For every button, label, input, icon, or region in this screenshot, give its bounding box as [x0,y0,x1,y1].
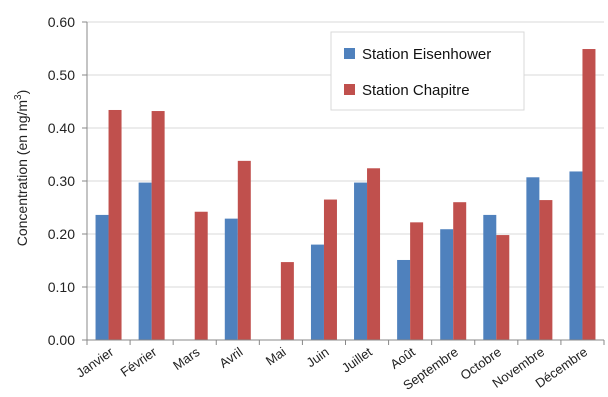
x-tick-label: Juillet [339,344,375,376]
bar-chapitre [108,109,122,340]
y-axis-label: Concentration (en ng/m3) [13,90,30,247]
y-axis-label-suffix: ) [14,90,30,95]
bar-eisenhower [354,182,368,340]
bar-chapitre [323,199,337,340]
bar-chapitre [280,262,294,340]
bar-chapitre [367,168,381,340]
x-tick-label: Mai [263,344,289,368]
bar-eisenhower [138,182,152,340]
legend-label-eisenhower: Station Eisenhower [362,46,491,63]
y-tick-label: 0.20 [48,226,75,242]
x-tick-label: Avril [216,344,245,371]
bar-eisenhower [310,244,324,340]
x-tick-label: Août [387,344,418,372]
y-tick-label: 0.30 [48,173,75,189]
y-axis-label-sup: 3 [13,94,24,100]
legend-box [330,31,525,111]
x-tick-label: Janvier [73,344,116,381]
bar-chapitre [582,49,596,340]
bars [95,49,596,340]
legend: Station Eisenhower Station Chapitre [330,31,525,111]
legend-swatch-eisenhower [344,48,355,59]
bar-eisenhower [440,229,454,340]
y-tick-label: 0.10 [48,279,75,295]
bar-eisenhower [526,177,540,340]
y-tick-label: 0.60 [48,14,75,30]
bar-chapitre [496,235,510,340]
bar-eisenhower [569,171,583,340]
bar-chapitre [151,111,165,340]
bar-chapitre [194,211,208,340]
x-tick-label: Mars [170,344,203,373]
bar-chapitre [539,200,553,340]
y-axis-label-prefix: Concentration (en ng/m [14,100,30,246]
y-tick-label: 0.00 [48,332,75,348]
y-tick-label: 0.50 [48,67,75,83]
bar-eisenhower [483,214,497,340]
bar-chapitre [410,222,424,340]
legend-swatch-chapitre [344,84,355,95]
bar-chapitre [453,202,467,340]
bar-eisenhower [224,218,238,340]
x-axis-ticks: Janvier Février Mars Avril Mai Juin Juillet Aoû… [73,340,605,393]
legend-label-chapitre: Station Chapitre [362,82,470,99]
y-tick-label: 0.40 [48,120,75,136]
bar-chapitre [237,160,251,340]
bar-eisenhower [95,214,109,340]
y-axis-ticks: 0.00 0.10 0.20 0.30 0.40 0.50 0.60 [48,14,87,348]
bar-eisenhower [397,259,411,340]
x-tick-label: Février [118,344,160,380]
x-tick-label: Juin [304,344,332,370]
